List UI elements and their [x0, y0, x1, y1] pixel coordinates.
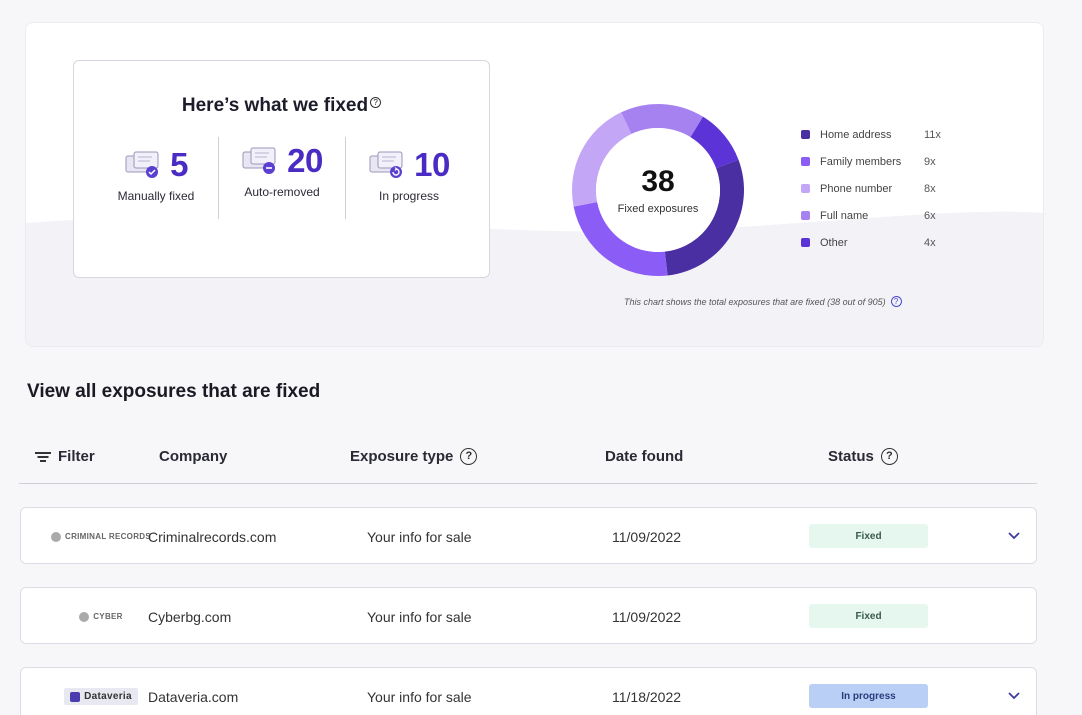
exposure-type: Your info for sale: [367, 608, 472, 625]
table-row[interactable]: CYBER Cyberbg.com Your info for sale 11/…: [20, 587, 1037, 644]
chart-note: This chart shows the total exposures tha…: [624, 296, 902, 307]
column-company: Company: [159, 448, 228, 465]
summary-card: Here’s what we fixed? 5 Manually fixed: [25, 22, 1044, 347]
legend-swatch: [801, 211, 810, 220]
chevron-down-icon[interactable]: [1006, 687, 1022, 703]
stat-label: Manually fixed: [117, 189, 195, 203]
legend-item: Home address 11x: [801, 121, 971, 148]
status-badge: In progress: [809, 684, 928, 708]
legend-count: 11x: [924, 128, 941, 141]
legend-swatch: [801, 184, 810, 193]
section-title: View all exposures that are fixed: [27, 381, 321, 402]
donut-svg: [572, 104, 744, 276]
stat-divider: [218, 137, 219, 219]
donut-total: 38: [641, 165, 675, 198]
donut-slice-family-members: [573, 201, 668, 276]
legend-label: Full name: [820, 209, 869, 222]
status-badge: Fixed: [809, 604, 928, 628]
company-logo: CYBER: [51, 588, 151, 645]
stat-auto-removed: 20 Auto-removed: [222, 141, 342, 199]
donut-slice-full-name: [621, 104, 703, 138]
stat-divider: [345, 137, 346, 219]
legend-swatch: [801, 130, 810, 139]
in-progress-icon: [369, 151, 403, 178]
filter-icon: [35, 451, 51, 463]
table-row[interactable]: Dataveria Dataveria.com Your info for sa…: [20, 667, 1037, 715]
company-name: Dataveria.com: [148, 688, 239, 705]
company-name: Cyberbg.com: [148, 608, 232, 625]
company-logo: Dataveria: [51, 668, 151, 715]
legend-item: Family members 9x: [801, 148, 971, 175]
column-date-found: Date found: [605, 448, 684, 465]
column-status: Status ?: [828, 448, 898, 465]
donut-slice-phone-number: [572, 112, 632, 207]
stat-value: 5: [170, 146, 188, 183]
help-icon[interactable]: ?: [890, 296, 902, 307]
legend-count: 4x: [924, 236, 936, 249]
chevron-down-icon[interactable]: [1006, 527, 1022, 543]
legend-label: Home address: [820, 128, 892, 141]
donut-center-label: Fixed exposures: [617, 203, 699, 215]
stat-value: 10: [414, 146, 450, 183]
company-logo-mark: [51, 531, 61, 542]
legend-label: Family members: [820, 155, 902, 168]
chart-legend: Home address 11x Family members 9x Phone num…: [801, 121, 971, 256]
legend-item: Phone number 8x: [801, 175, 971, 202]
stat-label: Auto-removed: [244, 185, 320, 199]
legend-label: Other: [820, 236, 848, 249]
company-logo: CRIMINAL RECORDS: [51, 508, 151, 565]
company-name: Criminalrecords.com: [148, 528, 277, 545]
company-logo-mark: [79, 611, 90, 622]
legend-swatch: [801, 238, 810, 247]
company-logo-mark: [70, 691, 81, 702]
exposure-type: Your info for sale: [367, 688, 472, 705]
date-found: 11/09/2022: [612, 528, 682, 545]
donut-slice-home-address: [664, 159, 744, 276]
donut-slice-other: [690, 116, 739, 169]
date-found: 11/18/2022: [612, 688, 682, 705]
exposure-type: Your info for sale: [367, 528, 472, 545]
fixed-summary-title: Here’s what we fixed?: [74, 95, 489, 117]
auto-remove-icon: [242, 147, 276, 174]
stat-manually-fixed: 5 Manually fixed: [96, 145, 216, 203]
legend-item: Other 4x: [801, 229, 971, 256]
exposure-donut-chart: 38 Fixed exposures: [571, 103, 745, 277]
manual-fix-icon: [125, 151, 159, 178]
legend-count: 8x: [924, 182, 936, 195]
table-row[interactable]: CRIMINAL RECORDS Criminalrecords.com You…: [20, 507, 1037, 564]
legend-item: Full name 6x: [801, 202, 971, 229]
legend-swatch: [801, 157, 810, 166]
status-badge: Fixed: [809, 524, 928, 548]
stat-value: 20: [287, 142, 323, 179]
legend-count: 6x: [924, 209, 936, 222]
stat-label: In progress: [378, 189, 440, 203]
donut-center: 38 Fixed exposures: [571, 103, 745, 277]
column-exposure-type: Exposure type ?: [350, 448, 478, 465]
table-header: Filter Company Exposure type ? Date foun…: [19, 440, 1037, 484]
legend-count: 9x: [924, 155, 936, 168]
fixed-summary-box: Here’s what we fixed? 5 Manually fixed: [73, 60, 490, 278]
help-icon[interactable]: ?: [880, 448, 898, 465]
help-icon[interactable]: ?: [460, 448, 478, 465]
legend-label: Phone number: [820, 182, 893, 195]
donut-hole: [596, 128, 720, 252]
date-found: 11/09/2022: [612, 608, 682, 625]
filter-button[interactable]: Filter: [35, 448, 95, 465]
stat-in-progress: 10 In progress: [349, 145, 469, 203]
help-icon[interactable]: ?: [370, 97, 382, 108]
